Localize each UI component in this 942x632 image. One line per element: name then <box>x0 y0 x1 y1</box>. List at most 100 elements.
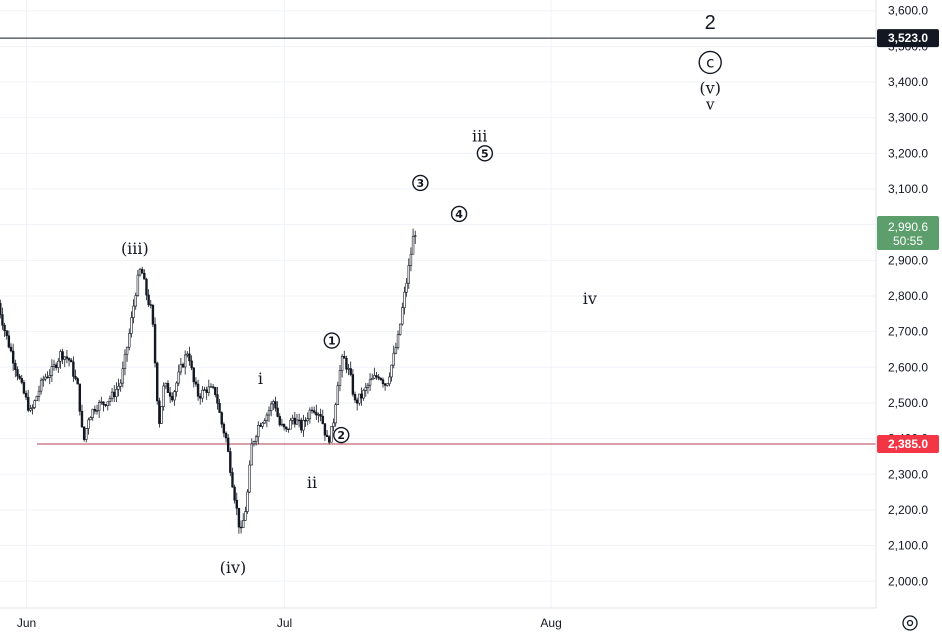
candle <box>140 266 144 274</box>
candle <box>192 366 195 388</box>
candle <box>37 385 41 402</box>
wave-circle-label: 3 <box>412 174 429 192</box>
candle <box>285 426 288 433</box>
candle <box>106 401 109 411</box>
price-tick-label: 2,900.0 <box>888 253 928 267</box>
candle <box>123 349 127 376</box>
candle <box>199 393 202 405</box>
candle <box>89 416 92 421</box>
candle <box>44 373 47 382</box>
candle <box>280 418 284 427</box>
price-tick-label: 2,300.0 <box>888 467 928 481</box>
time-axis[interactable]: Jun Jul Aug <box>0 607 876 630</box>
candle <box>82 426 86 442</box>
candle <box>276 401 279 418</box>
candle <box>113 385 116 402</box>
candle <box>24 390 28 400</box>
price-tick-label: 3,200.0 <box>888 146 928 160</box>
candle <box>242 513 245 528</box>
candle <box>407 258 410 289</box>
candle <box>0 299 2 319</box>
candle <box>7 330 11 349</box>
candle <box>85 427 88 443</box>
candle <box>100 396 103 405</box>
candle <box>353 391 357 404</box>
candle <box>188 346 191 366</box>
candle <box>312 406 316 415</box>
candle <box>190 355 193 371</box>
candle <box>364 382 367 397</box>
wave-label: (v) <box>699 78 721 97</box>
price-label-text: 3,523.0 <box>888 31 928 45</box>
candle <box>156 361 159 405</box>
candle <box>248 460 251 494</box>
wave-circle-text: c <box>706 53 714 71</box>
candle <box>35 395 39 402</box>
candle <box>72 356 75 382</box>
support-price-label: 2,385.0 <box>877 434 939 453</box>
candle <box>377 374 380 381</box>
candle <box>392 345 395 369</box>
candle <box>379 376 383 381</box>
candle <box>201 386 204 403</box>
candle <box>396 330 400 350</box>
settings-icon[interactable] <box>902 615 918 631</box>
candle <box>203 386 206 391</box>
candle <box>9 343 13 353</box>
candle <box>70 358 73 363</box>
candle <box>20 374 23 385</box>
candle <box>207 379 211 397</box>
candle <box>149 299 152 309</box>
candle <box>349 361 352 377</box>
candle <box>95 404 99 415</box>
candle <box>254 434 258 446</box>
candle <box>272 399 275 411</box>
candle <box>355 397 359 411</box>
candle <box>237 507 241 534</box>
candle <box>87 417 90 435</box>
candle <box>160 406 163 425</box>
price-tick-label: 2,700.0 <box>888 325 928 339</box>
candle <box>317 412 320 423</box>
price-tick-label: 3,600.0 <box>888 4 928 18</box>
candle <box>76 377 79 385</box>
candle <box>411 228 415 255</box>
candle <box>295 414 299 425</box>
candle <box>11 343 15 371</box>
time-tick-label: Jun <box>17 616 36 630</box>
candle <box>300 417 303 434</box>
resistance-price-label: 3,523.0 <box>877 29 939 48</box>
price-tick-label: 2,600.0 <box>888 360 928 374</box>
candle <box>302 414 305 437</box>
candle <box>257 421 260 445</box>
candle <box>209 383 213 388</box>
candle <box>54 362 58 371</box>
price-tick-label: 2,000.0 <box>888 574 928 588</box>
candle <box>179 357 183 376</box>
candle <box>401 302 404 326</box>
candle <box>214 386 217 398</box>
candle <box>409 247 413 272</box>
wave-label: v <box>705 95 715 113</box>
candle <box>3 322 6 337</box>
candle <box>61 348 64 364</box>
candle <box>368 373 372 392</box>
candle <box>315 404 318 420</box>
candle <box>130 311 133 338</box>
candle <box>231 467 234 488</box>
candle <box>282 423 286 431</box>
candle <box>403 286 406 315</box>
candle <box>110 387 114 402</box>
candle <box>181 362 185 369</box>
candle <box>229 447 232 477</box>
candle <box>136 269 140 297</box>
candle <box>104 404 107 408</box>
bar-countdown-text: 50:55 <box>893 234 923 248</box>
candle <box>31 404 34 415</box>
candle <box>80 404 84 428</box>
candle <box>218 399 221 413</box>
candle <box>405 277 408 297</box>
